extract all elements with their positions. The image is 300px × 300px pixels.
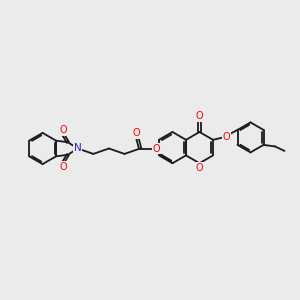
Text: N: N xyxy=(74,142,82,153)
Text: O: O xyxy=(223,132,230,142)
Text: O: O xyxy=(59,162,67,172)
Text: O: O xyxy=(133,128,140,138)
Text: O: O xyxy=(59,125,67,135)
Text: O: O xyxy=(153,143,160,154)
Text: O: O xyxy=(196,111,203,122)
Text: O: O xyxy=(196,163,203,173)
